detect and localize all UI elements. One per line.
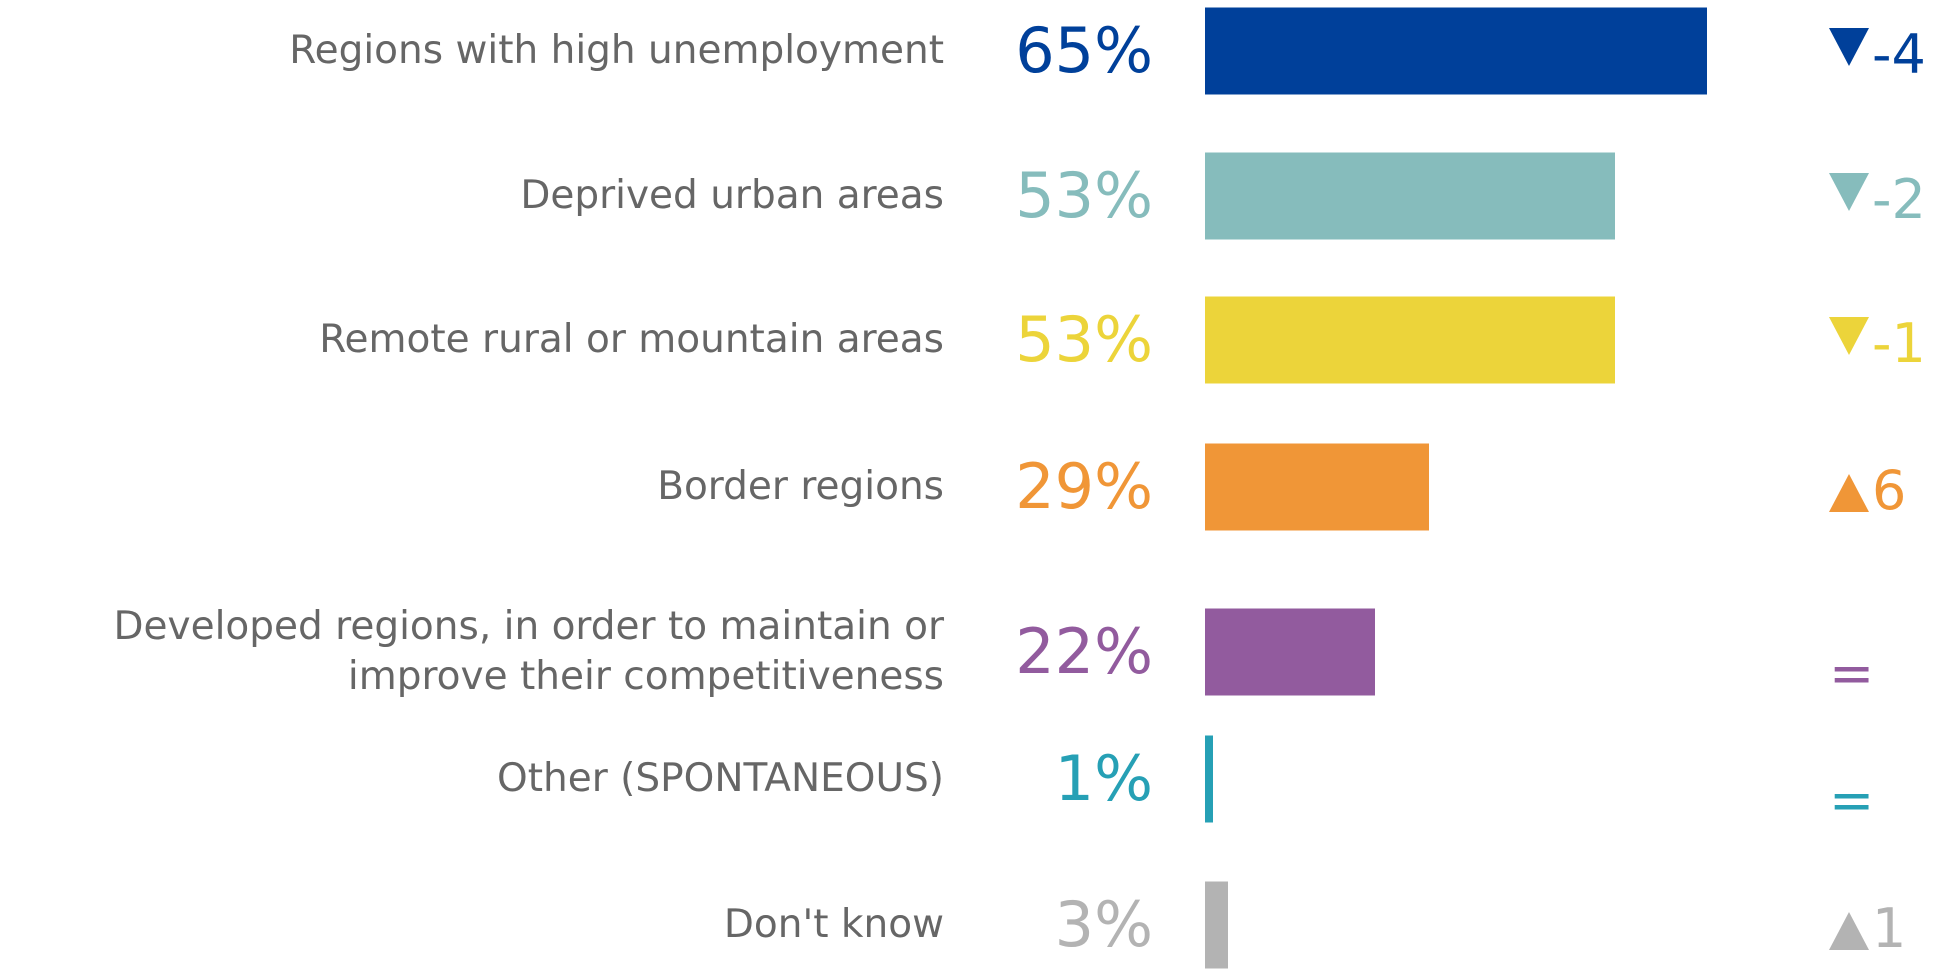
bar xyxy=(1205,735,1213,823)
change-label: -1 xyxy=(1872,312,1926,375)
down-arrow xyxy=(1829,317,1869,355)
change-label: = xyxy=(1829,769,1875,832)
category-label: Regions with high unemployment xyxy=(289,28,944,73)
change-label: -2 xyxy=(1872,168,1926,231)
value-label: 53% xyxy=(1015,303,1153,376)
bar xyxy=(1205,881,1229,969)
value-label: 22% xyxy=(1015,615,1153,688)
down-arrow xyxy=(1829,173,1869,211)
category-label: Don't know xyxy=(723,902,944,947)
bar xyxy=(1205,608,1376,696)
category-label: Remote rural or mountain areas xyxy=(319,317,944,362)
change-label: -4 xyxy=(1872,23,1926,86)
bar xyxy=(1205,7,1708,95)
category-label: Other (SPONTANEOUS) xyxy=(497,756,944,801)
down-arrow xyxy=(1829,28,1869,66)
value-label: 53% xyxy=(1015,159,1153,232)
value-label: 29% xyxy=(1015,450,1153,523)
bar xyxy=(1205,443,1430,531)
category-label: Deprived urban areas xyxy=(520,173,944,218)
change-label: 6 xyxy=(1872,459,1907,522)
category-label: Developed regions, in order to maintain … xyxy=(113,604,944,699)
bar xyxy=(1205,296,1615,384)
bar xyxy=(1205,152,1615,240)
up-arrow xyxy=(1829,474,1869,512)
category-label: Border regions xyxy=(657,464,944,509)
value-label: 3% xyxy=(1054,888,1153,961)
value-label: 65% xyxy=(1015,14,1153,87)
change-label: = xyxy=(1829,642,1875,705)
value-label: 1% xyxy=(1054,742,1153,815)
up-arrow xyxy=(1829,912,1869,950)
change-label: 1 xyxy=(1872,897,1907,960)
